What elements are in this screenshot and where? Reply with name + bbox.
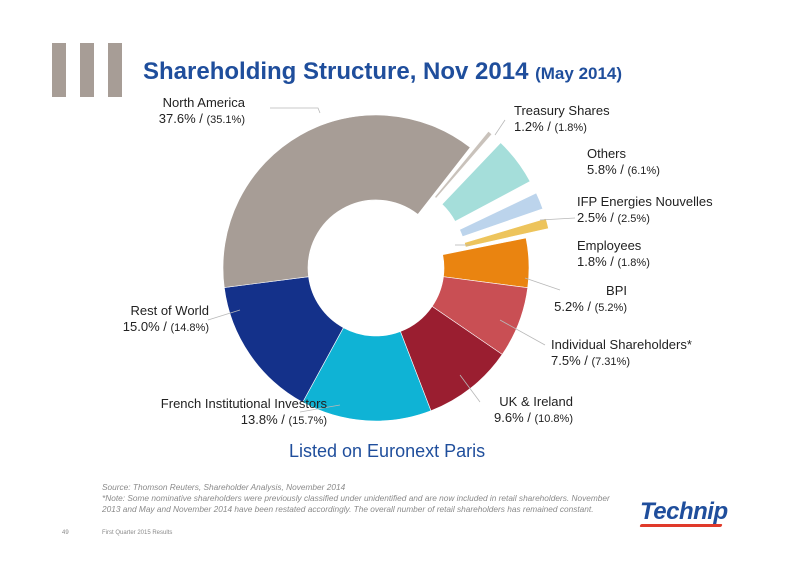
slice-label-value: 5.8% / — [587, 162, 628, 177]
title-decoration-bars — [52, 43, 124, 97]
leader-line — [270, 107, 321, 114]
slice-label-previous: (6.1%) — [627, 165, 660, 177]
label-rest-of-world: Rest of World 15.0% / (14.8%) — [123, 303, 209, 336]
slice-label-previous: (5.2%) — [594, 302, 627, 314]
slice-label-name: Treasury Shares — [514, 103, 610, 118]
leader-line — [299, 404, 341, 413]
slice-label-name: UK & Ireland — [499, 394, 573, 409]
slice-ifp-energies-nouvelles — [459, 192, 544, 238]
label-french-institutional-investors: French Institutional Investors 13.8% / (1… — [161, 396, 327, 429]
slice-others — [441, 142, 531, 222]
slice-label-name: Others — [587, 146, 627, 161]
slice-label-previous: (1.8%) — [617, 257, 650, 269]
label-ifp-energies-nouvelles: IFP Energies Nouvelles 2.5% / (2.5%) — [577, 194, 713, 227]
label-bpi: BPI 5.2% / (5.2%) — [554, 283, 627, 316]
slice-label-name: BPI — [606, 283, 627, 298]
slice-label-previous: (14.8%) — [170, 322, 209, 334]
title-sub: (May 2014) — [535, 64, 623, 83]
slice-label-value: 7.5% / — [551, 353, 592, 368]
title-main: Shareholding Structure, Nov 2014 — [143, 58, 529, 85]
technip-logo: Technip — [639, 496, 728, 532]
slice-label-value: 5.2% / — [554, 299, 595, 314]
slice-label-previous: (35.1%) — [206, 114, 245, 126]
slice-label-value: 37.6% / — [158, 111, 207, 126]
slice-label-previous: (15.7%) — [288, 415, 327, 427]
slice-label-name: French Institutional Investors — [160, 396, 327, 411]
source-note: Source: Thomson Reuters, Shareholder Ana… — [102, 482, 642, 515]
leader-line — [494, 119, 506, 136]
slice-north-america — [222, 114, 471, 288]
label-treasury-shares: Treasury Shares 1.2% / (1.8%) — [514, 103, 610, 136]
slice-label-name: IFP Energies Nouvelles — [577, 194, 713, 209]
slice-label-name: North America — [162, 95, 245, 110]
slice-label-previous: (10.8%) — [534, 413, 573, 425]
slice-label-value: 13.8% / — [240, 412, 289, 427]
slice-label-value: 1.2% / — [514, 119, 555, 134]
leader-line — [524, 277, 561, 291]
slice-label-previous: (1.8%) — [554, 122, 587, 134]
slice-employees — [464, 218, 549, 248]
note-line: *Note: Some nominative shareholders were… — [102, 493, 610, 503]
logo-wordmark: Technip — [640, 498, 728, 525]
leader-line — [499, 319, 546, 346]
slice-label-value: 1.8% / — [577, 254, 618, 269]
label-others: Others 5.8% / (6.1%) — [587, 146, 660, 179]
note-line: 2013 and May and November 2014 have been… — [102, 504, 594, 514]
listed-text: Listed on Euronext Paris — [289, 441, 486, 461]
footer-text: First Quarter 2015 Results — [102, 530, 173, 536]
leader-line — [207, 309, 241, 321]
page-number: 49 — [62, 530, 69, 536]
slice-label-value: 9.6% / — [494, 410, 535, 425]
label-individual-shareholders: Individual Shareholders* 7.5% / (7.31%) — [551, 337, 692, 370]
slice-label-previous: (7.31%) — [591, 356, 630, 368]
logo-swoosh — [639, 524, 723, 527]
slice-label-value: 15.0% / — [122, 319, 171, 334]
slice-treasury-shares — [434, 130, 493, 199]
source-line: Source: Thomson Reuters, Shareholder Ana… — [102, 482, 346, 492]
label-employees: Employees 1.8% / (1.8%) — [577, 238, 650, 271]
leader-line — [539, 217, 576, 221]
label-north-america: North America 37.6% / (35.1%) — [159, 95, 245, 128]
slice-label-name: Rest of World — [130, 303, 209, 318]
slice-label-value: 2.5% / — [577, 210, 618, 225]
label-uk-ireland: UK & Ireland 9.6% / (10.8%) — [494, 394, 573, 427]
slice-label-name: Employees — [577, 238, 642, 253]
page-title: Shareholding Structure, Nov 2014 (May 20… — [143, 58, 622, 86]
leader-line — [459, 374, 481, 403]
slice-label-name: Individual Shareholders* — [551, 337, 692, 352]
slice-label-previous: (2.5%) — [617, 213, 650, 225]
